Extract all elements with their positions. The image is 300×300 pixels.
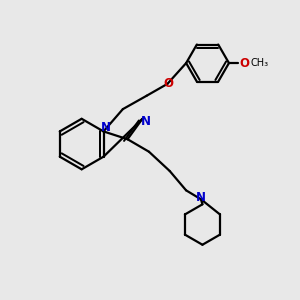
Text: N: N	[196, 191, 206, 204]
Text: O: O	[240, 57, 250, 70]
Text: N: N	[100, 122, 111, 134]
Text: N: N	[141, 115, 151, 128]
Text: O: O	[163, 77, 173, 90]
Text: CH₃: CH₃	[251, 58, 269, 68]
